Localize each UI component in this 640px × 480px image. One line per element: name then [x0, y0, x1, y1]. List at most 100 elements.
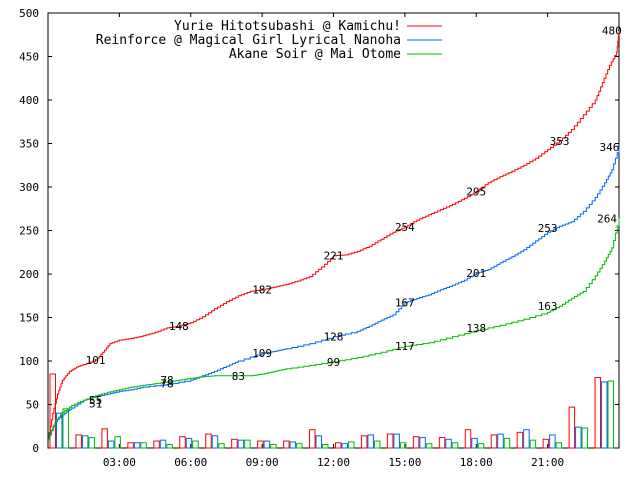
data-label: 78	[160, 378, 173, 391]
hourly-bar	[179, 436, 186, 449]
hourly-bar	[412, 436, 420, 449]
series-lines	[48, 30, 620, 440]
legend-entry-label: Yurie Hitotsubashi @ Kamichu!	[174, 19, 401, 34]
y-tick-label: 500	[19, 7, 39, 20]
hourly-bar	[185, 437, 193, 449]
hourly-bar	[49, 373, 56, 449]
hourly-bar	[218, 443, 225, 449]
x-axis: 03:00 06:00 09:00 12:00 15:00 18:00 21:00	[103, 13, 564, 469]
plot-frame	[47, 12, 620, 449]
hourly-bar	[529, 439, 537, 449]
hourly-bar	[62, 408, 69, 449]
hourly-bar	[399, 442, 407, 449]
hourly-bar	[88, 437, 95, 449]
hourly-bar	[419, 437, 426, 449]
data-label: 78	[160, 374, 173, 387]
hourly-bar	[438, 437, 446, 449]
hourly-bar	[101, 428, 108, 449]
hourly-bar	[55, 412, 63, 449]
data-label: 163	[538, 300, 558, 313]
data-label: 99	[327, 356, 340, 369]
y-tick-label: 300	[19, 181, 39, 194]
hourly-bar	[568, 406, 576, 449]
y-tick-label: 250	[19, 225, 39, 238]
data-label: 221	[324, 250, 344, 263]
hourly-bar	[607, 380, 615, 449]
hourly-bar	[477, 443, 485, 449]
data-label: 353	[550, 135, 570, 148]
hourly-bar	[283, 440, 290, 449]
x-tick-label: 09:00	[246, 456, 279, 469]
hourly-bar	[523, 429, 530, 449]
data-label: 167	[395, 297, 415, 310]
data-label: 138	[466, 322, 486, 335]
hourly-bar	[244, 439, 251, 449]
data-labels: 101 148 182 221 254 295 353 480 55 78 109 128 167 201…	[86, 24, 622, 410]
x-tick-label: 03:00	[103, 456, 136, 469]
hourly-bar	[231, 438, 238, 449]
x-tick-label: 06:00	[174, 456, 207, 469]
data-label: 83	[232, 370, 245, 383]
y-tick-label: 450	[19, 51, 39, 64]
data-label: 254	[395, 221, 415, 234]
hourly-bar	[367, 434, 374, 449]
hourly-bar	[159, 439, 167, 449]
legend: Yurie Hitotsubashi @ Kamichu!Reinforce @…	[96, 19, 442, 62]
hourly-bar	[497, 433, 504, 449]
x-tick-label: 21:00	[531, 456, 564, 469]
hourly-bar	[445, 438, 452, 449]
data-label: 128	[324, 331, 344, 344]
hourly-bar	[322, 444, 329, 449]
hourly-bar	[289, 441, 297, 449]
hourly-bar	[237, 439, 245, 449]
data-label: 480	[602, 24, 622, 37]
hourly-bar	[451, 442, 459, 449]
hourly-bar	[373, 440, 381, 449]
data-label: 201	[466, 267, 486, 280]
data-label: 264	[597, 212, 617, 225]
hourly-bar	[393, 433, 400, 449]
hourly-bar	[270, 444, 277, 449]
hourly-bars	[49, 373, 615, 449]
hourly-bar	[425, 443, 433, 449]
series-line	[48, 147, 620, 440]
hourly-bar	[153, 440, 160, 449]
data-label: 295	[466, 185, 486, 198]
hourly-bar	[296, 443, 303, 449]
hourly-bar	[601, 381, 608, 449]
hourly-bar	[594, 377, 602, 449]
hourly-bar	[347, 441, 355, 449]
hourly-bar	[542, 438, 550, 449]
hourly-bar	[490, 434, 498, 449]
data-label: 182	[252, 284, 272, 297]
hourly-bar	[75, 434, 82, 449]
data-label: 346	[600, 141, 620, 154]
x-tick-label: 12:00	[317, 456, 350, 469]
hourly-bar	[581, 427, 589, 449]
hourly-bar	[257, 440, 264, 449]
hourly-bar	[341, 443, 348, 449]
hourly-bar	[140, 442, 147, 449]
data-label: 253	[538, 222, 558, 235]
hourly-bar	[315, 435, 323, 449]
hourly-bar	[263, 440, 271, 449]
data-label: 117	[395, 340, 415, 353]
y-tick-label: 200	[19, 268, 39, 281]
series-line	[48, 218, 620, 440]
hourly-bar	[386, 433, 394, 449]
hourly-bar	[133, 442, 141, 449]
data-label: 51	[89, 398, 102, 411]
hourly-bar	[555, 442, 563, 449]
hourly-bar	[335, 442, 342, 449]
hourly-bar	[114, 436, 121, 449]
hourly-bar	[166, 444, 173, 449]
hourly-bar	[360, 435, 368, 449]
y-tick-label: 150	[19, 312, 39, 325]
x-tick-label: 15:00	[388, 456, 421, 469]
hourly-bar	[81, 435, 89, 449]
y-axis: 0 50 100 150 200 250 300 350 400 450 500	[19, 7, 619, 455]
y-tick-label: 350	[19, 138, 39, 151]
data-label: 148	[169, 320, 189, 333]
x-tick-label: 18:00	[460, 456, 493, 469]
